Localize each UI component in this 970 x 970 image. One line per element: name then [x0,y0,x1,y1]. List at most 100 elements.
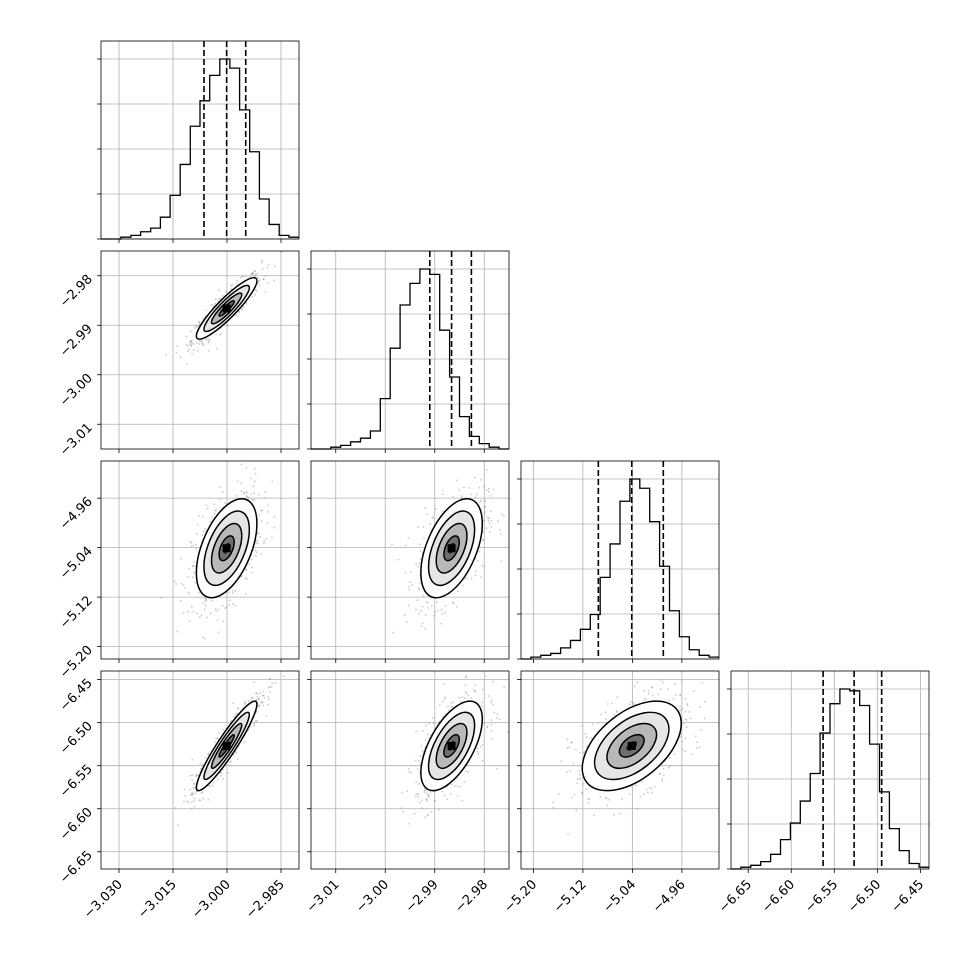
2d-x2-x4-sample-point [464,697,466,699]
hist-x1-panel [97,40,300,243]
2d-x1-x3-sample-point [245,490,248,493]
2d-x1-x2-sample-point [214,298,217,301]
2d-x2-x4-sample-point [408,770,411,773]
2d-x1-x3-sample-point [224,502,226,505]
2d-x3-x4-sample-point [566,771,569,774]
2d-x1-x4-sample-point [247,700,250,703]
2d-x1-x3-sample-point [204,604,207,607]
2d-x1-x3-density [160,463,276,640]
2d-x1-x3-sample-point [234,589,237,592]
2d-x2-x3-sample-point [499,533,502,535]
2d-x1-x3-sample-point [194,581,197,584]
hist-x4-xtick-label-1: −6.60 [759,877,798,916]
2d-x2-x4-sample-point [450,702,453,704]
2d-x1-x2-sample-point [201,342,203,345]
2d-x2-x3-sample-point [418,588,421,591]
2d-x1-x2-sample-point [250,273,253,275]
2d-x1-x4-sample-point [261,702,264,704]
2d-x1-x3-sample-point [263,540,265,542]
2d-x2-x3-sample-point [441,493,444,496]
2d-x1-x4-sample-point [216,737,219,740]
2d-x1-x3-sample-point [215,509,217,511]
2d-x1-x3-sample-point [195,543,198,546]
2d-x2-x4-sample-point [506,731,509,734]
hist-x1-xtick-label-0: −3.030 [81,877,126,922]
2d-x1-x4-sample-point [200,792,203,794]
2d-x1-x4-sample-point [216,778,219,781]
2d-x1-x4-ytick-label-4: −6.65 [57,848,96,887]
2d-x1-x2-sample-point [224,291,227,293]
2d-x1-x3-sample-point [198,591,200,594]
2d-x2-x3-sample-point [483,485,485,488]
2d-x3-x4-sample-point [566,738,569,741]
2d-x2-x4-sample-point [408,822,410,825]
2d-x3-x4-sample-point [659,688,662,690]
2d-x3-x4-sample-point [612,813,615,816]
2d-x3-x4-sample-point [679,735,682,738]
2d-x2-x4-sample-point [418,782,421,785]
2d-x3-x4-sample-point [582,751,585,754]
2d-x1-x2-sample-point [262,268,264,270]
2d-x3-x4-sample-point [678,709,681,712]
2d-x2-x3-contour-0 [420,497,484,599]
2d-x1-x4-sample-point [268,677,271,680]
2d-x1-x4-sample-point [243,741,246,744]
2d-x3-x4-sample-point [605,718,607,720]
2d-x3-x4-sample-point [661,779,664,782]
2d-x1-x3-sample-point [231,592,234,595]
2d-x2-x4-sample-point [424,816,427,819]
2d-x1-x4-sample-point [191,779,193,782]
2d-x2-x4-sample-point [463,780,466,783]
2d-x1-x3-sample-point [254,467,256,470]
2d-x1-x3-sample-point [254,549,257,552]
2d-x2-x3-sample-point [489,495,492,497]
hist-x2-xtick-label-3: −2.98 [452,877,491,916]
2d-x2-x3-sample-point [451,601,454,604]
2d-x1-x4-sample-point [274,681,277,684]
2d-x2-x4-density [400,675,509,825]
2d-x1-x4-sample-point [262,690,265,693]
2d-x1-x2-sample-point [236,315,239,317]
2d-x1-x2-sample-point [196,325,199,328]
2d-x1-x3-sample-point [213,503,216,506]
2d-x3-x4-sample-point [581,724,583,727]
2d-x1-x4-sample-point [187,802,190,804]
2d-x2-x4-sample-point [433,800,436,803]
2d-x2-x3-sample-point [482,539,485,542]
2d-x1-x4-sample-point [211,784,214,787]
2d-x1-x4-contour-0 [195,700,258,792]
2d-x1-x4-sample-point [267,703,270,706]
2d-x1-x4-sample-point [189,774,192,777]
2d-x3-x4-contour-1 [593,711,670,781]
hist-x4-histogram-step [731,688,929,870]
2d-x3-x4-sample-point [587,797,590,800]
2d-x1-x4-sample-point [177,824,180,827]
2d-x1-x3-ytick-label-3: −5.20 [57,643,96,682]
2d-x3-x4-sample-point [679,705,681,708]
2d-x2-x3-sample-point [475,570,477,573]
2d-x3-x4-sample-point [635,784,638,787]
2d-x2-x3-sample-point [458,489,460,491]
2d-x2-x3-sample-point [487,517,490,519]
2d-x1-x4-sample-point [228,764,231,767]
2d-x2-x4-sample-point [496,713,499,716]
2d-x2-x4-sample-point [450,705,453,708]
hist-x3-xtick-label-1: −5.12 [551,877,590,916]
2d-x1-x2-sample-point [207,349,210,352]
2d-x1-x3-sample-point [256,539,258,542]
hist-x3-xtick-labels: −5.20 −5.12 −5.04 −4.96 [501,877,688,916]
2d-x2-x4-sample-point [474,690,477,693]
2d-x3-x4-sample-point [585,788,588,791]
2d-x1-x3-sample-point [247,496,250,499]
2d-x2-x4-sample-point [447,709,450,712]
2d-x3-x4-sample-point [582,783,585,785]
2d-x1-x3-sample-point [245,467,248,469]
2d-x1-x3-sample-point [257,532,260,534]
2d-x2-x3-sample-point [484,499,487,502]
2d-x2-x4-sample-point [443,697,446,700]
2d-x2-x4-sample-point [490,699,493,702]
2d-x1-x3-sample-point [205,599,207,602]
2d-x2-x3-sample-point [390,543,393,546]
2d-x3-x4-sample-point [753,710,755,712]
2d-x1-x3-sample-point [255,542,258,545]
